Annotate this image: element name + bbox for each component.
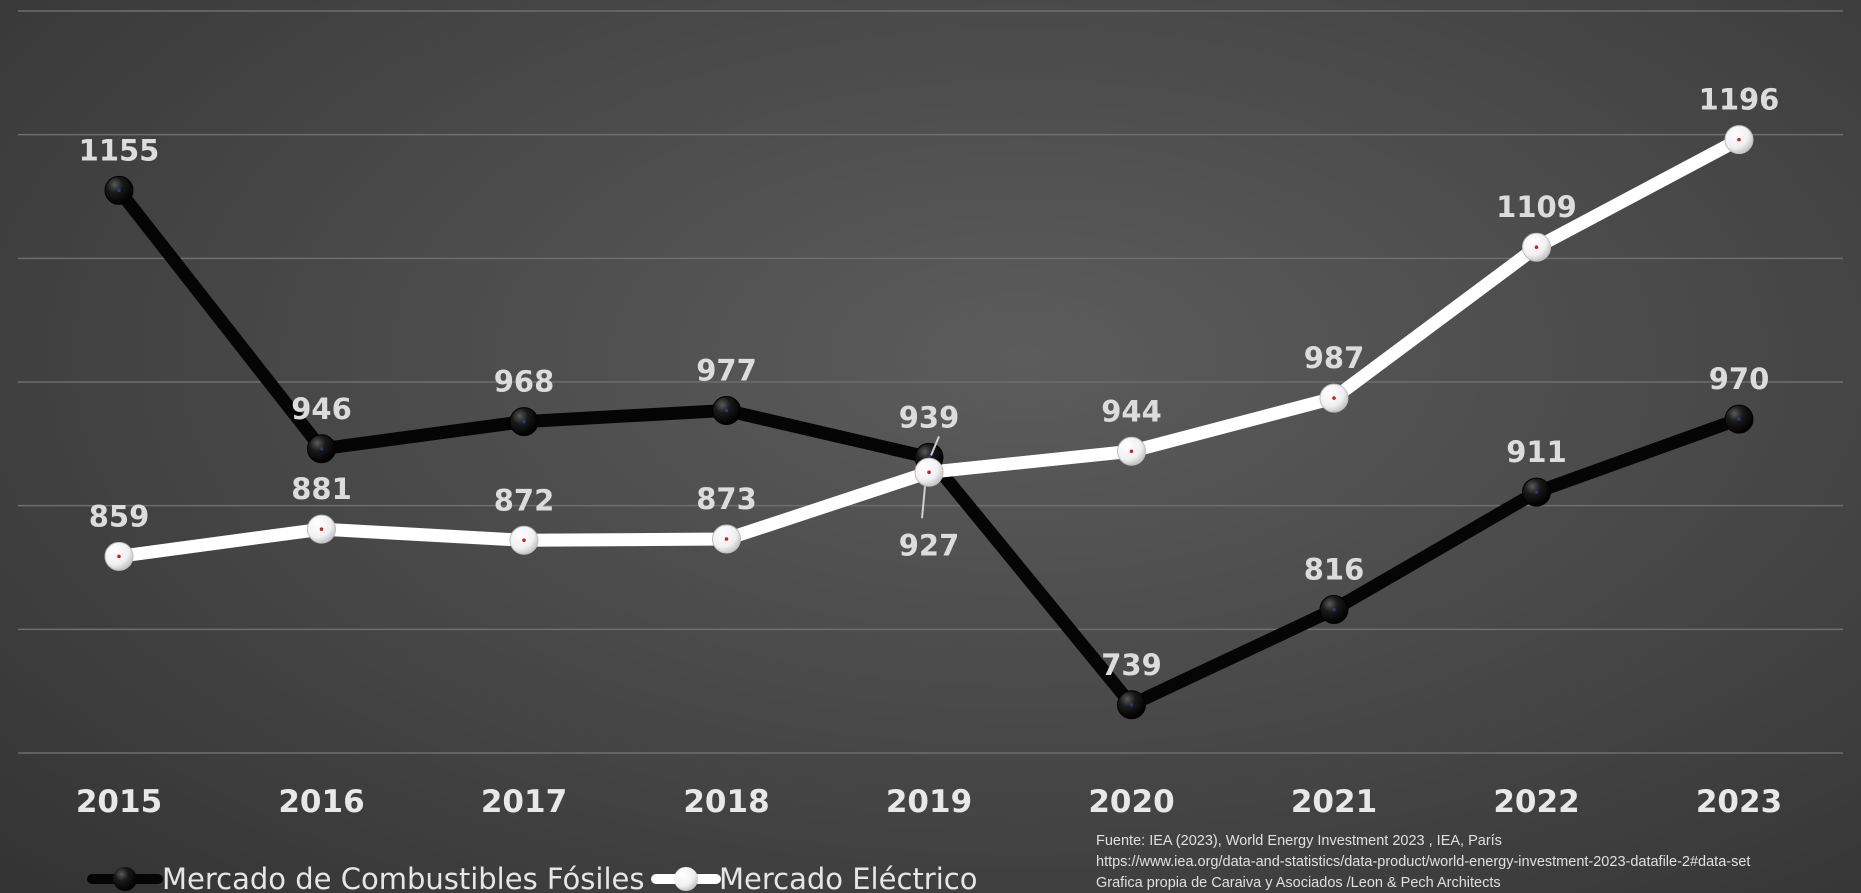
data-point-center — [1737, 137, 1741, 142]
data-point-center — [927, 470, 931, 475]
data-point-center — [1332, 607, 1336, 612]
data-point-center — [319, 527, 324, 531]
gridlines — [18, 10, 1843, 754]
x-tick-label: 2022 — [1493, 784, 1579, 820]
data-point-center — [1534, 490, 1539, 494]
legend-label-electric: Mercado Eléctrico — [719, 862, 977, 893]
data-labels: 1155 946 968 977 939 739 816 911 970 859 881 872 873… — [79, 83, 1780, 682]
data-label-electric: 1196 — [1699, 83, 1780, 117]
data-label-fossil: 939 — [899, 400, 960, 434]
x-tick-label: 2021 — [1291, 784, 1377, 820]
source-line-1: Fuente: IEA (2023), World Energy Investm… — [1096, 833, 1502, 849]
data-label-fossil: 946 — [291, 392, 352, 426]
legend-marker-fossil — [113, 867, 137, 891]
data-point-center — [319, 446, 324, 451]
data-label-electric: 927 — [899, 528, 960, 562]
data-point-center — [522, 538, 526, 543]
legend: Mercado de Combustibles Fósiles Mercado … — [87, 862, 977, 893]
leader-line — [921, 486, 926, 519]
x-tick-label: 2020 — [1088, 784, 1174, 820]
data-label-fossil: 1155 — [79, 133, 160, 167]
x-tick-label: 2017 — [481, 784, 567, 820]
x-tick-label: 2018 — [683, 784, 769, 820]
data-point-center — [724, 408, 729, 413]
data-point-center — [1737, 417, 1741, 421]
data-label-fossil: 977 — [696, 353, 757, 387]
legend-marker-electric — [674, 867, 698, 891]
data-point-center — [724, 537, 729, 541]
data-point-center — [522, 419, 526, 424]
data-point-center — [1332, 396, 1336, 400]
data-label-electric: 872 — [494, 483, 555, 517]
data-label-electric: 1109 — [1496, 190, 1577, 224]
leader-line — [930, 436, 940, 456]
data-label-fossil: 739 — [1101, 648, 1162, 682]
data-point-center — [1129, 702, 1134, 707]
data-label-fossil: 968 — [494, 365, 555, 399]
x-tick-label: 2023 — [1696, 784, 1782, 820]
legend-item-fossil: Mercado de Combustibles Fósiles — [87, 862, 644, 893]
data-label-electric: 873 — [696, 482, 757, 516]
data-label-fossil: 970 — [1709, 362, 1770, 396]
x-axis-ticks: 2015 2016 2017 2018 2019 2020 2021 2022 2023 — [76, 784, 1782, 820]
legend-label-fossil: Mercado de Combustibles Fósiles — [162, 862, 644, 893]
data-label-fossil: 911 — [1506, 435, 1567, 469]
data-point-center — [1534, 245, 1539, 250]
x-tick-label: 2016 — [278, 784, 364, 820]
source-line-2: https://www.iea.org/data-and-statistics/… — [1096, 854, 1750, 870]
data-label-electric: 881 — [291, 472, 352, 506]
data-point-center — [117, 188, 121, 193]
data-point-center — [1129, 449, 1134, 454]
data-label-fossil: 816 — [1304, 553, 1365, 587]
source-line-3: Grafica propia de Caraiva y Asociados /L… — [1096, 875, 1501, 891]
data-label-electric: 859 — [89, 499, 150, 533]
source-note: Fuente: IEA (2023), World Energy Investm… — [1096, 833, 1750, 891]
x-tick-label: 2019 — [886, 784, 972, 820]
x-tick-label: 2015 — [76, 784, 162, 820]
data-label-electric: 987 — [1304, 341, 1365, 375]
legend-item-electric: Mercado Eléctrico — [651, 862, 977, 893]
series-group — [104, 125, 1754, 720]
data-label-electric: 944 — [1101, 394, 1162, 428]
data-point-center — [117, 554, 121, 559]
